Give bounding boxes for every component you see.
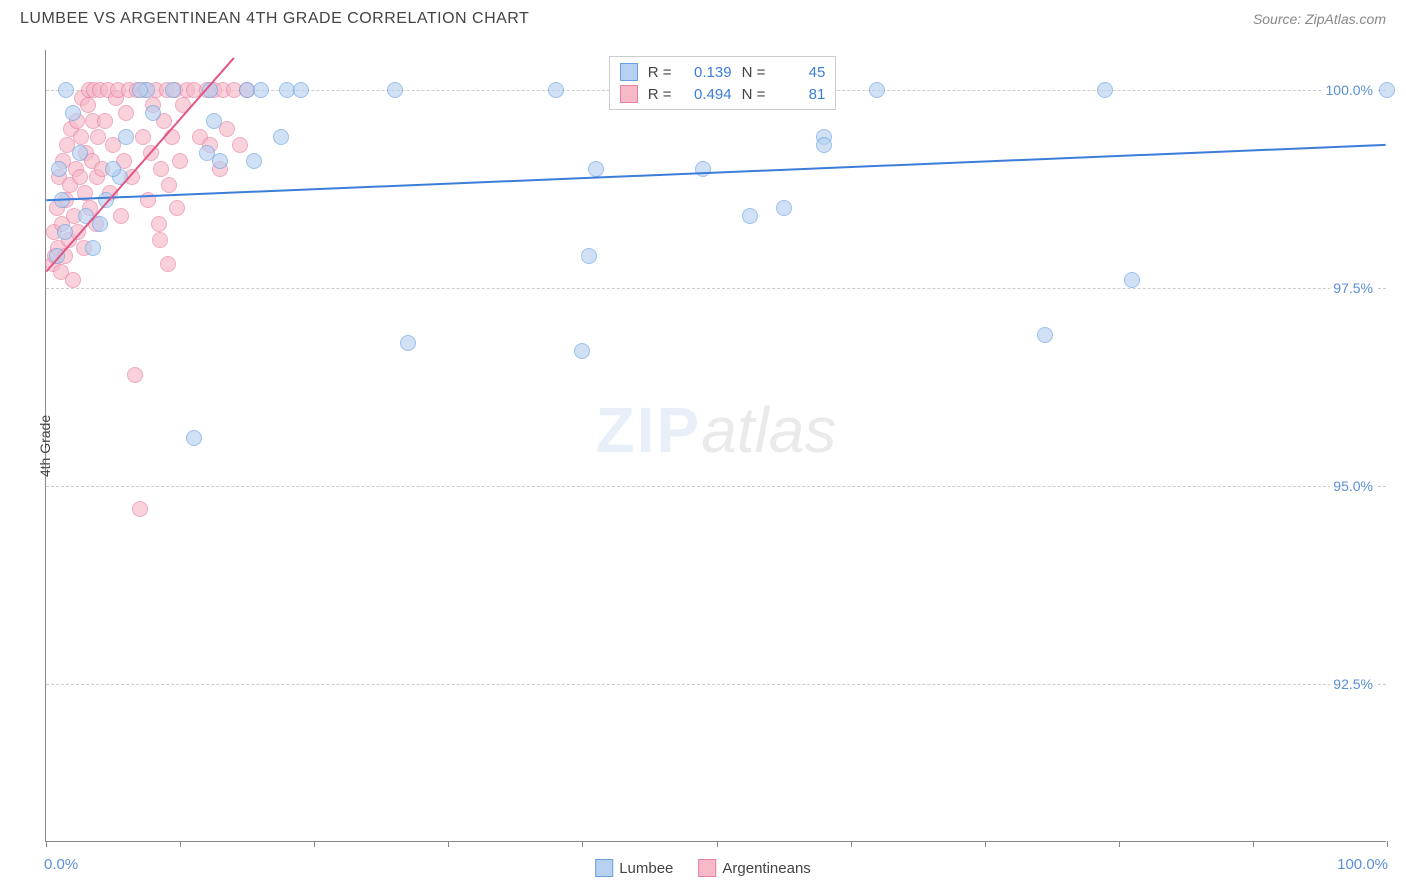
n-value: 81 <box>775 86 825 103</box>
n-value: 45 <box>775 64 825 81</box>
legend-swatch <box>620 85 638 103</box>
x-tick <box>314 841 315 847</box>
legend-swatch <box>620 63 638 81</box>
trend-lines <box>46 50 1386 841</box>
legend-swatch <box>698 859 716 877</box>
r-label: R = <box>648 86 672 103</box>
stats-legend: R = 0.139 N = 45 R = 0.494 N = 81 <box>609 56 837 110</box>
x-tick <box>582 841 583 847</box>
r-value: 0.494 <box>682 86 732 103</box>
chart-title: LUMBEE VS ARGENTINEAN 4TH GRADE CORRELAT… <box>20 10 529 28</box>
n-label: N = <box>742 86 766 103</box>
x-tick <box>180 841 181 847</box>
legend-label: Lumbee <box>619 860 673 877</box>
x-tick <box>851 841 852 847</box>
chart-plot-area: 4th Grade ZIPatlas R =0.139N =45R =0.494… <box>45 50 1386 842</box>
x-axis-max-label: 100.0% <box>1337 856 1388 873</box>
x-tick <box>448 841 449 847</box>
x-tick <box>46 841 47 847</box>
legend-swatch <box>595 859 613 877</box>
x-tick <box>985 841 986 847</box>
legend-item: Argentineans <box>698 859 810 877</box>
x-tick <box>1387 841 1388 847</box>
stats-legend-row: R = 0.139 N = 45 <box>620 61 826 83</box>
legend-item: Lumbee <box>595 859 673 877</box>
x-tick <box>717 841 718 847</box>
x-tick <box>1119 841 1120 847</box>
x-axis-min-label: 0.0% <box>44 856 78 873</box>
series-legend: Lumbee Argentineans <box>595 859 811 877</box>
chart-source: Source: ZipAtlas.com <box>1253 11 1386 27</box>
legend-label: Argentineans <box>722 860 810 877</box>
x-tick <box>1253 841 1254 847</box>
r-label: R = <box>648 64 672 81</box>
r-value: 0.139 <box>682 64 732 81</box>
stats-legend-row: R = 0.494 N = 81 <box>620 83 826 105</box>
n-label: N = <box>742 64 766 81</box>
